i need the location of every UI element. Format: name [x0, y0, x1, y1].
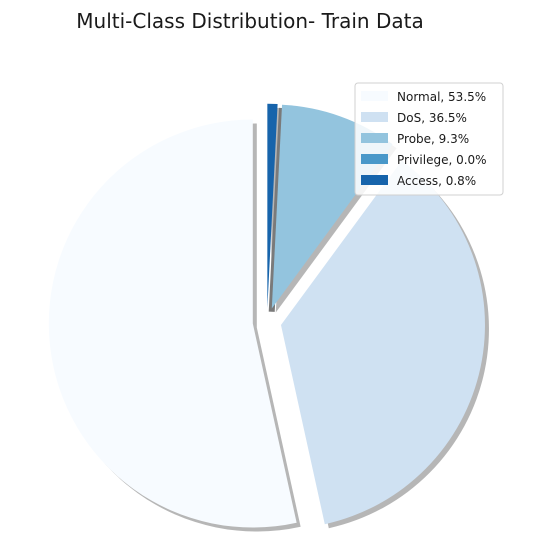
legend-label-dos: DoS, 36.5%	[397, 111, 467, 125]
legend: Normal, 53.5% DoS, 36.5% Probe, 9.3% Privil…	[354, 82, 504, 196]
legend-swatch-normal	[361, 91, 388, 101]
legend-swatch-privilege	[361, 154, 388, 164]
legend-frame	[354, 82, 504, 196]
chart-title: Multi-Class Distribution- Train Data	[76, 9, 423, 33]
legend-label-probe: Probe, 9.3%	[397, 132, 469, 146]
legend-swatch-dos	[361, 112, 388, 122]
legend-label-privilege: Privilege, 0.0%	[397, 153, 487, 167]
pie-slice-normal	[48, 119, 297, 528]
pie-slice-access	[267, 103, 278, 308]
pie-slice-dos	[280, 160, 485, 525]
pie-slice-layer	[48, 103, 485, 528]
legend-swatch-probe	[361, 133, 388, 143]
legend-label-access: Access, 0.8%	[397, 174, 476, 188]
legend-swatch-access	[361, 175, 388, 185]
legend-label-normal: Normal, 53.5%	[397, 90, 486, 104]
